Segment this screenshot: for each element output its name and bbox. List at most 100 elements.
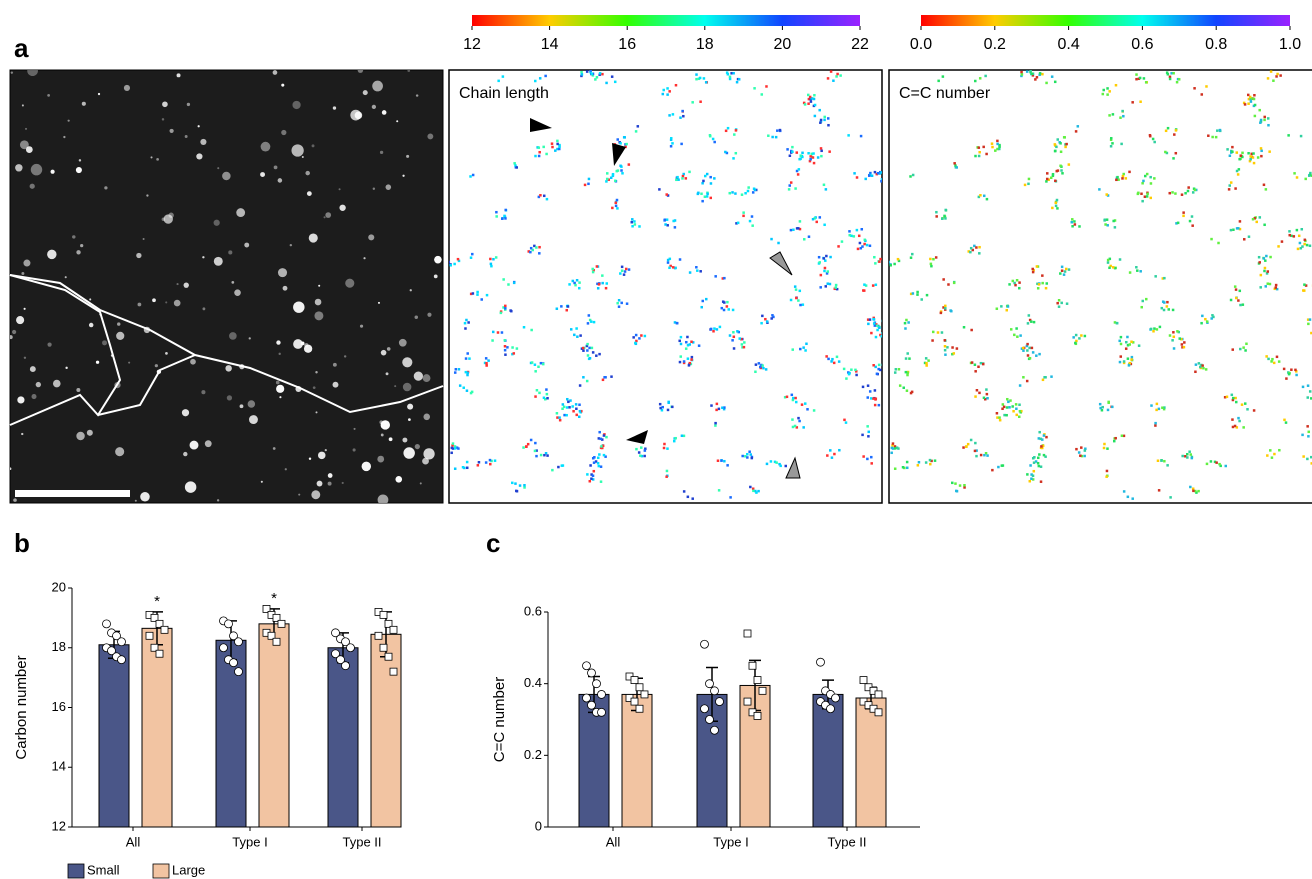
speck — [502, 278, 505, 281]
speck — [1265, 254, 1268, 258]
speck — [1265, 355, 1268, 358]
speck — [909, 292, 913, 296]
speck — [1190, 215, 1194, 218]
speck — [877, 367, 880, 371]
speck — [1171, 191, 1174, 194]
panel-label: c — [486, 528, 500, 558]
speck — [699, 100, 702, 103]
speck — [542, 194, 546, 198]
speck — [1135, 77, 1138, 81]
x-tick-label: Type I — [713, 834, 748, 849]
speck — [772, 315, 775, 319]
speck — [499, 311, 503, 315]
speck — [1171, 339, 1174, 342]
speck — [1036, 456, 1040, 460]
speck — [1135, 266, 1138, 269]
data-point — [379, 643, 388, 652]
speck — [812, 409, 816, 412]
spot — [163, 214, 173, 224]
speck — [861, 385, 865, 389]
image-label: C=C number — [899, 85, 991, 102]
spot — [184, 481, 197, 493]
speck — [702, 77, 706, 80]
speck — [850, 234, 853, 238]
speck — [1149, 196, 1153, 200]
speck — [971, 248, 975, 252]
speck — [445, 264, 448, 267]
speck — [1016, 335, 1019, 338]
spot — [434, 255, 442, 264]
speck — [975, 454, 978, 458]
speck — [590, 72, 594, 76]
speck — [1106, 87, 1109, 90]
speck — [463, 321, 467, 325]
speck — [864, 284, 868, 287]
speck — [754, 370, 757, 374]
speck — [1022, 376, 1025, 379]
speck — [1038, 430, 1041, 434]
data-point — [229, 658, 238, 668]
speck — [1265, 272, 1269, 275]
speck — [770, 317, 773, 320]
speck — [1111, 113, 1115, 116]
speck — [1003, 413, 1006, 417]
colorbar-tick-label: 16 — [618, 36, 636, 53]
speck — [476, 464, 480, 467]
speck — [939, 311, 943, 315]
speck — [1031, 74, 1035, 77]
speck — [862, 455, 865, 458]
speck — [1233, 424, 1237, 428]
speck — [872, 317, 875, 321]
speck — [1253, 103, 1257, 107]
speck — [1122, 360, 1126, 363]
speck — [762, 366, 765, 370]
spot — [228, 250, 233, 255]
speck — [598, 73, 601, 76]
speck — [586, 473, 589, 476]
colorbar-tick-label: 20 — [774, 36, 792, 53]
spot — [380, 349, 387, 356]
speck — [1248, 95, 1252, 99]
speck — [709, 175, 712, 179]
speck — [742, 211, 745, 214]
speck — [930, 459, 933, 463]
speck — [1239, 303, 1242, 307]
speck — [1019, 334, 1022, 337]
speck — [788, 184, 791, 187]
speck — [1041, 274, 1044, 277]
speck — [1009, 399, 1012, 402]
speck — [535, 246, 538, 249]
speck — [816, 156, 820, 159]
speck — [868, 318, 872, 321]
speck — [791, 425, 795, 429]
speck — [1029, 70, 1032, 74]
speck — [1035, 265, 1039, 268]
speck — [577, 415, 581, 419]
speck — [825, 272, 829, 275]
arrowhead — [626, 430, 648, 444]
speck — [1026, 342, 1029, 346]
speck — [1231, 396, 1235, 400]
speck — [1038, 72, 1042, 75]
speck — [1045, 435, 1048, 439]
speck — [1180, 337, 1183, 341]
speck — [673, 219, 677, 222]
speck — [1104, 223, 1107, 226]
speck — [883, 319, 886, 322]
spot — [345, 278, 355, 288]
speck — [1266, 454, 1269, 457]
speck — [819, 118, 823, 122]
spot — [363, 257, 366, 260]
spot — [162, 101, 168, 108]
speck — [585, 70, 589, 73]
spot — [30, 163, 43, 176]
data-point — [272, 613, 281, 622]
speck — [591, 474, 595, 477]
speck — [996, 416, 999, 419]
speck — [838, 448, 841, 452]
speck — [669, 264, 672, 268]
spot — [352, 448, 356, 452]
speck — [463, 466, 466, 470]
speck — [731, 339, 734, 342]
spot — [165, 352, 168, 355]
